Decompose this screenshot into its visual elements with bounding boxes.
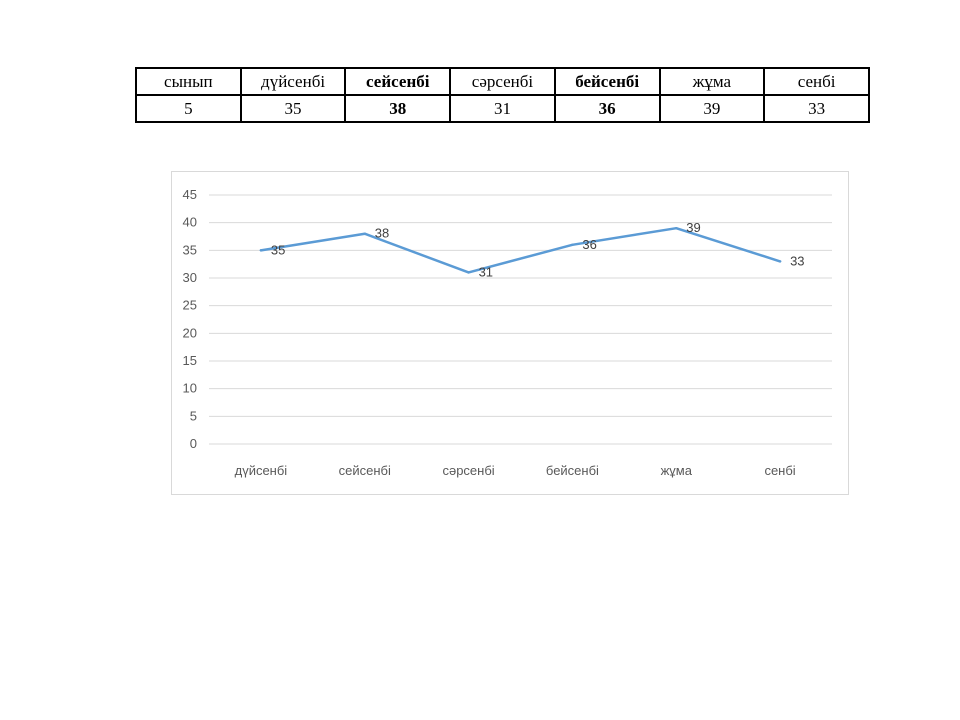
data-point xyxy=(571,243,574,246)
data-point xyxy=(259,249,263,252)
x-category-label: сәрсенбі xyxy=(442,463,494,478)
table-header-row: сынып дүйсенбі сейсенбі сәрсенбі бейсенб… xyxy=(135,67,870,96)
data-label: 35 xyxy=(271,242,285,257)
y-tick-label: 45 xyxy=(183,187,197,202)
table-header-cell: жұма xyxy=(658,67,766,96)
gridlines xyxy=(209,194,832,445)
x-category-label: бейсенбі xyxy=(546,463,599,478)
table-cell: 38 xyxy=(344,94,452,123)
y-tick-label: 15 xyxy=(183,353,197,368)
table-cell: 39 xyxy=(658,94,766,123)
data-point xyxy=(675,227,678,230)
data-labels: 35 38 31 36 39 33 xyxy=(271,220,805,279)
x-category-label: сенбі xyxy=(764,463,795,478)
table-header-cell: сәрсенбі xyxy=(449,67,556,96)
y-axis-ticks: 0 5 10 15 20 25 30 35 40 45 xyxy=(183,187,197,451)
table-header-cell: бейсенбі xyxy=(553,67,661,96)
data-label: 38 xyxy=(375,226,389,241)
x-category-label: дүйсенбі xyxy=(235,463,288,478)
line-chart: 0 5 10 15 20 25 30 35 40 45 дүйсенбі сейсенбі сәрсе… xyxy=(171,171,849,495)
y-tick-label: 0 xyxy=(190,436,197,451)
y-tick-label: 40 xyxy=(183,215,197,230)
data-label: 31 xyxy=(479,264,493,279)
table-header-cell: дүйсенбі xyxy=(239,67,347,96)
y-tick-label: 35 xyxy=(183,242,197,257)
data-point xyxy=(467,271,470,274)
y-tick-label: 10 xyxy=(183,381,197,396)
table-header-cell: сейсенбі xyxy=(344,67,452,96)
table-cell: 36 xyxy=(553,94,661,123)
y-tick-label: 20 xyxy=(183,325,197,340)
table-cell: 31 xyxy=(449,94,556,123)
data-point xyxy=(778,260,782,263)
y-tick-label: 5 xyxy=(190,408,197,423)
x-category-label: жұма xyxy=(661,463,693,478)
chart-svg: 0 5 10 15 20 25 30 35 40 45 дүйсенбі сейсенбі сәрсе… xyxy=(183,187,832,478)
data-point xyxy=(363,232,366,235)
x-category-label: сейсенбі xyxy=(339,463,391,478)
table-header-cell: сынып xyxy=(135,67,242,96)
data-table: сынып дүйсенбі сейсенбі сәрсенбі бейсенб… xyxy=(135,67,870,123)
table-cell: 5 xyxy=(135,94,242,123)
data-label: 39 xyxy=(686,220,700,235)
y-tick-label: 25 xyxy=(183,298,197,313)
table-row: 5 35 38 31 36 39 33 xyxy=(135,94,870,123)
x-axis-categories: дүйсенбі сейсенбі сәрсенбі бейсенбі жұма сенб… xyxy=(235,463,796,478)
data-label: 33 xyxy=(790,253,804,268)
data-label: 36 xyxy=(582,237,596,252)
series-layer xyxy=(259,226,782,274)
table-cell: 35 xyxy=(239,94,347,123)
table-header-cell: сенбі xyxy=(763,67,870,96)
table-cell: 33 xyxy=(763,94,870,123)
y-tick-label: 30 xyxy=(183,270,197,285)
series-line xyxy=(259,226,782,274)
